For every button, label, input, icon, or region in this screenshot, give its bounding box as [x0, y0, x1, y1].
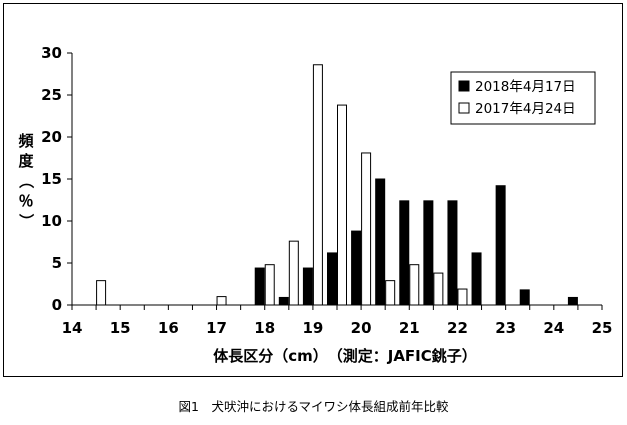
bar-2018	[302, 267, 313, 306]
x-tick-label: 22	[447, 319, 468, 337]
figure-frame: 0 5 10 15 20 25 30 14 15 16 17 18 19 20 21 22 23 24 25 2018…	[3, 3, 623, 377]
y-axis-title-char: ％	[18, 192, 33, 210]
x-tick-label: 17	[206, 319, 227, 337]
bar-2017	[288, 240, 299, 306]
y-tick-label: 20	[41, 128, 62, 146]
y-tick-label: 0	[52, 296, 62, 314]
bar-2017	[264, 264, 275, 306]
bar-2018	[567, 296, 578, 306]
x-tick-label: 14	[62, 319, 83, 337]
bar-2018	[519, 289, 530, 306]
bar-2018	[399, 200, 410, 306]
y-tick-label: 5	[52, 254, 62, 272]
legend-swatch-2017	[458, 102, 470, 114]
figure-caption: 図1 犬吠沖におけるマイワシ体長組成前年比較	[178, 399, 449, 414]
x-tick-label: 19	[302, 319, 323, 337]
bar-2017	[385, 280, 396, 306]
legend-label: 2018年4月17日	[475, 79, 576, 95]
y-tick-label: 10	[41, 212, 62, 230]
x-tick-label: 16	[158, 319, 179, 337]
bar-2018	[471, 252, 482, 306]
x-tick-label: 15	[110, 319, 131, 337]
legend-box	[450, 71, 596, 125]
x-tick-label: 23	[495, 319, 516, 337]
bar-2017	[361, 152, 372, 306]
x-tick-label: 18	[254, 319, 275, 337]
bar-2018	[327, 252, 337, 306]
bar-2017	[433, 272, 444, 306]
x-tick-label: 21	[399, 319, 420, 337]
bar-2018	[254, 267, 265, 306]
bar-2018	[495, 185, 506, 306]
x-tick-label: 20	[351, 319, 372, 337]
bar-2018	[375, 178, 386, 306]
bar-2017	[457, 288, 468, 306]
y-axis-title-char: 頻	[18, 132, 33, 150]
bar-2017	[337, 104, 347, 306]
bar-2017	[312, 64, 323, 306]
bar-2017	[216, 296, 227, 306]
bar-2018	[278, 296, 289, 306]
y-axis-title-char: （	[17, 173, 35, 188]
y-tick-label: 30	[41, 44, 62, 62]
legend-swatch-2018	[458, 80, 470, 92]
chart: 0 5 10 15 20 25 30 14 15 16 17 18 19 20 21 22 23 24 25 2018…	[17, 44, 613, 365]
bar-2017	[409, 264, 420, 306]
x-axis-title: 体長区分（cm） （測定：JAFIC銚子）	[213, 347, 477, 365]
bar-2017	[96, 280, 107, 306]
x-tick-label: 24	[543, 319, 564, 337]
bar-2018	[447, 200, 458, 306]
legend-label: 2017年4月24日	[475, 101, 576, 117]
x-tick-label: 25	[592, 319, 613, 337]
bar-2018	[423, 200, 434, 306]
bar-2018	[351, 230, 362, 306]
y-tick-label: 25	[41, 86, 62, 104]
y-tick-label: 15	[41, 170, 62, 188]
y-axis-title-char: ）	[17, 213, 35, 228]
y-axis-title-char: 度	[18, 152, 34, 170]
